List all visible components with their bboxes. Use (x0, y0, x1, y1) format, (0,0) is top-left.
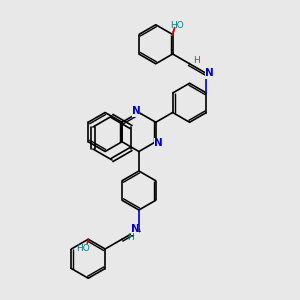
Text: N: N (130, 224, 139, 235)
Text: N: N (131, 106, 140, 116)
Text: H: H (193, 56, 200, 65)
Text: HO: HO (76, 244, 90, 253)
Text: HO: HO (170, 20, 184, 29)
Text: N: N (205, 68, 214, 79)
Text: H: H (127, 233, 134, 242)
Text: N: N (154, 138, 163, 148)
